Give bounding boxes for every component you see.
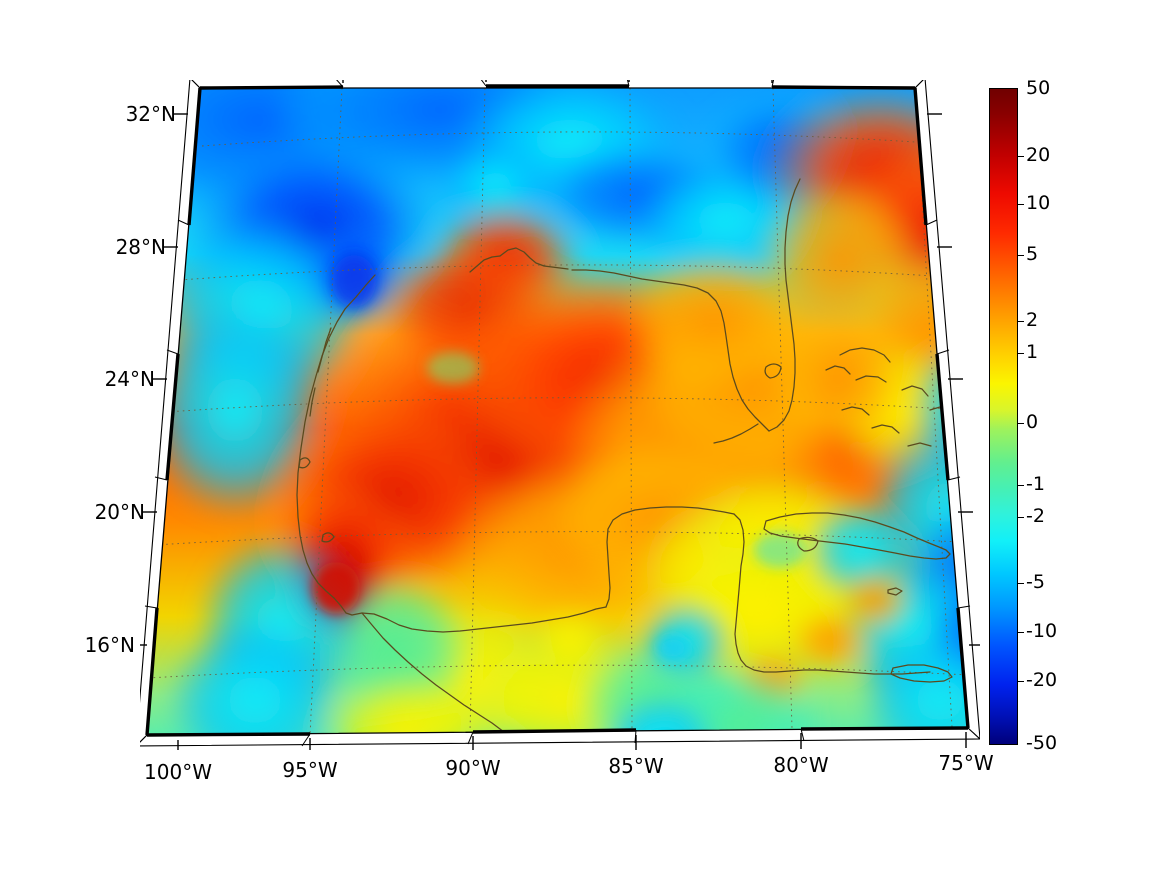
map-svg [140, 80, 980, 750]
colorbar-tick-2 [1017, 321, 1024, 322]
colorbar-label-0: 0 [1026, 410, 1039, 433]
lon-tick-label-90W: 90°W [445, 756, 501, 780]
colorbar-tick-20 [1017, 156, 1024, 157]
lon-tick-label-80W: 80°W [773, 753, 829, 777]
lat-tick-label-32N: 32°N [125, 102, 176, 126]
colorbar-label-50: 50 [1026, 77, 1051, 99]
lat-tick-label-24N: 24°N [104, 367, 155, 391]
scalar-field-raster [147, 88, 968, 735]
lat-tick-label-28N: 28°N [115, 235, 166, 259]
colorbar-label-10: 10 [1026, 192, 1051, 215]
lat-tick-label-20N: 20°N [94, 500, 145, 524]
colorbar-tick--20 [1017, 680, 1024, 682]
colorbar-gradient [990, 89, 1017, 744]
colorbar-label--1: -1 [1026, 473, 1045, 495]
colorbar-tick-1 [1017, 352, 1024, 354]
colorbar-tick-10 [1017, 204, 1024, 206]
lon-tick-label-95W: 95°W [282, 758, 338, 782]
lat-tick-label-16N: 16°N [84, 633, 135, 657]
colorbar-label-5: 5 [1026, 242, 1039, 265]
lon-tick-label-100W: 100°W [144, 760, 212, 784]
colorbar-label-20: 20 [1026, 144, 1051, 166]
colorbar-label-1: 1 [1026, 340, 1039, 363]
colorbar-label--20: -20 [1026, 668, 1058, 691]
map-frame [140, 80, 980, 750]
colorbar-label--10: -10 [1026, 619, 1058, 642]
colorbar-tick--2 [1017, 516, 1024, 518]
lon-tick-label-75W: 75°W [938, 751, 994, 775]
colorbar-tick--1 [1017, 485, 1024, 486]
coastline-paths [296, 178, 968, 733]
colorbar-tick--10 [1017, 631, 1024, 633]
colorbar-label--50: -50 [1026, 732, 1058, 754]
colorbar-tick-0 [1017, 422, 1024, 424]
colorbar-label--5: -5 [1026, 571, 1045, 593]
colorbar-label--2: -2 [1026, 504, 1045, 527]
colorbar-tick-5 [1017, 254, 1024, 256]
lon-tick-label-85W: 85°W [608, 754, 664, 778]
colorbar-label-2: 2 [1026, 309, 1039, 331]
colorbar[interactable] [989, 88, 1024, 745]
map-plot-area[interactable]: 32°N 28°N 24°N 20°N 16°N 100°W 95°W 90°W… [85, 80, 994, 784]
colorbar-tick--5 [1017, 583, 1024, 584]
